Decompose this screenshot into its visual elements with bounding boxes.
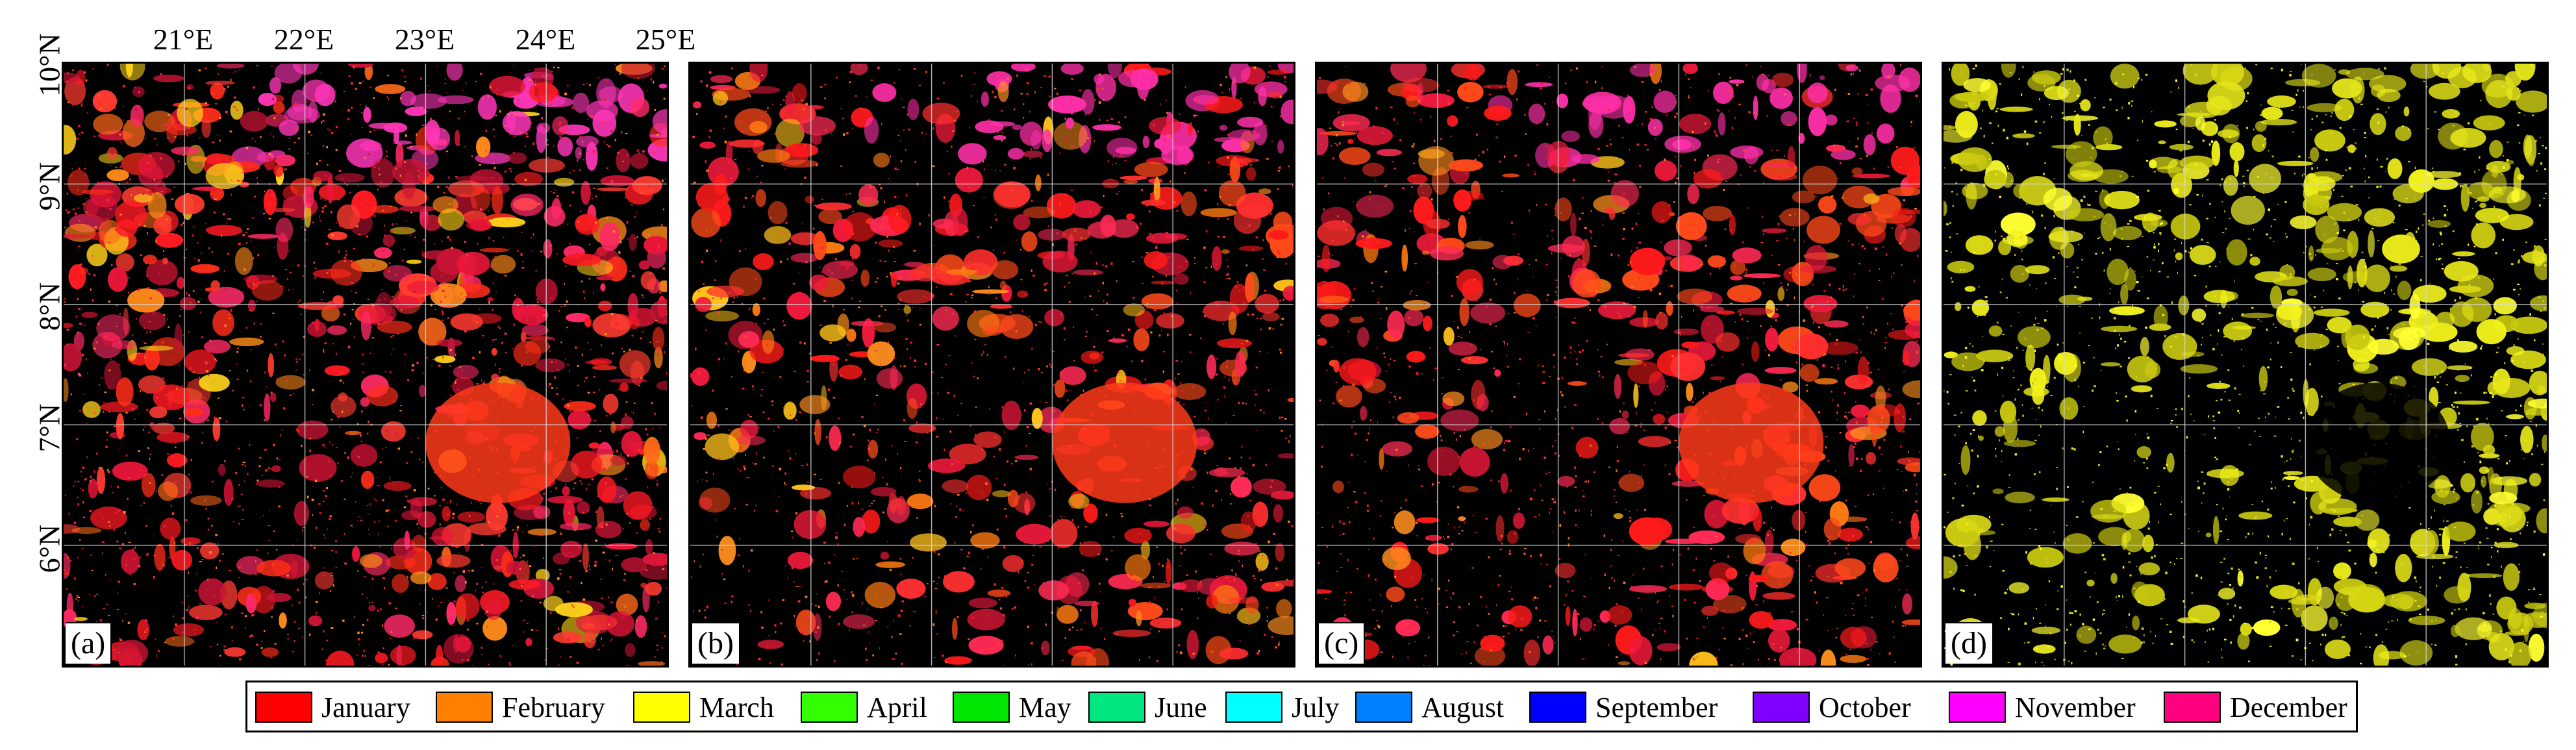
legend-item-november: November: [1949, 690, 2136, 725]
legend-label-may: May: [1019, 691, 1071, 723]
legend-label-september: September: [1595, 691, 1718, 723]
panel-tag-c: (c): [1319, 622, 1366, 664]
month-legend: January February March April May June Ju…: [245, 681, 2358, 732]
legend-swatch-november: [1949, 692, 2006, 723]
legend-item-april: April: [801, 690, 927, 725]
legend-swatch-february: [436, 692, 493, 723]
legend-label-july: July: [1292, 691, 1340, 723]
map-panel-b: (b): [688, 62, 1295, 668]
legend-label-december: December: [2230, 691, 2347, 723]
map-panel-c: (c): [1315, 62, 1922, 668]
legend-label-october: October: [1819, 691, 1911, 723]
panel-tag-b: (b): [692, 622, 740, 664]
legend-label-february: February: [502, 691, 605, 723]
panel-tag-d: (d): [1945, 622, 1994, 664]
legend-swatch-april: [801, 692, 858, 723]
legend-item-may: May: [953, 690, 1071, 725]
legend-label-august: August: [1421, 691, 1505, 723]
legend-swatch-july: [1225, 692, 1282, 723]
panel-tag-a: (a): [66, 622, 112, 664]
legend-label-march: March: [699, 691, 774, 723]
burn-date-raster-b: [690, 64, 1294, 666]
legend-swatch-december: [2164, 692, 2221, 723]
legend-item-september: September: [1529, 690, 1718, 725]
legend-swatch-august: [1355, 692, 1412, 723]
map-panel-a: (a): [62, 62, 669, 668]
legend-item-june: June: [1088, 690, 1207, 725]
legend-label-november: November: [2015, 691, 2136, 723]
legend-label-april: April: [867, 691, 927, 723]
legend-item-december: December: [2164, 690, 2347, 725]
legend-item-october: October: [1753, 690, 1911, 725]
longitude-label-23e: 23°E: [394, 23, 455, 56]
legend-swatch-october: [1753, 692, 1810, 723]
legend-label-june: June: [1155, 691, 1207, 723]
legend-swatch-may: [953, 692, 1010, 723]
longitude-label-24e: 24°E: [515, 23, 576, 56]
longitude-label-21e: 21°E: [153, 23, 214, 56]
burn-date-raster-d: [1944, 64, 2547, 666]
legend-item-july: July: [1225, 690, 1339, 725]
legend-item-january: January: [255, 690, 410, 725]
burn-date-raster-c: [1317, 64, 1920, 666]
legend-swatch-march: [633, 692, 690, 723]
longitude-label-25e: 25°E: [635, 23, 696, 56]
map-panel-d: (d): [1942, 62, 2549, 668]
legend-item-march: March: [633, 690, 774, 725]
burn-date-raster-a: [64, 64, 667, 666]
legend-swatch-september: [1529, 692, 1586, 723]
legend-item-february: February: [436, 690, 605, 725]
legend-label-january: January: [321, 691, 410, 723]
legend-swatch-january: [255, 692, 312, 723]
legend-item-august: August: [1355, 690, 1504, 725]
legend-swatch-june: [1088, 692, 1145, 723]
longitude-label-22e: 22°E: [273, 23, 334, 56]
